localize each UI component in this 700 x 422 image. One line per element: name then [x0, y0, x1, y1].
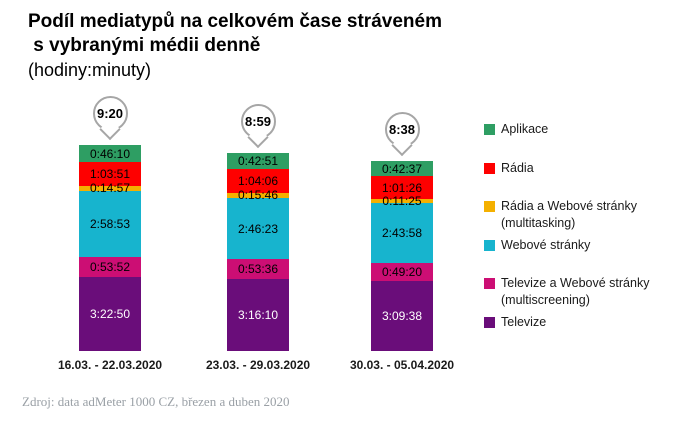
segment-value-label: 0:53:36 — [237, 262, 279, 277]
bar-column: 8:59 0:42:51 1:04:06 0:15:46 2:46:23 0:53:36 3… — [206, 104, 310, 372]
bar-column: 9:20 0:46:10 1:03:51 0:14:57 2:58:53 0:53:52 3… — [58, 96, 162, 372]
category-label: 30.03. - 05.04.2020 — [349, 358, 455, 372]
segment-value-label: 1:03:51 — [89, 166, 131, 181]
legend-label: Rádia — [501, 160, 534, 175]
legend-label: Aplikace — [501, 122, 549, 136]
legend-swatch-icon — [484, 162, 495, 174]
segment-value-label: 2:43:58 — [381, 226, 423, 241]
total-callout-bubble: 9:20 — [92, 96, 128, 132]
legend-swatch-icon — [484, 316, 495, 328]
legend-item-webove-stranky: Webové stránky — [484, 237, 649, 276]
legend-swatch-icon — [484, 239, 495, 251]
bar-segment-radia: 1:01:26 — [371, 176, 433, 199]
bar-segment-aplikace: 0:42:51 — [227, 153, 289, 169]
legend-label: Rádia a Webové stránky (multitasking) — [501, 199, 637, 230]
chart-title-line1: Podíl mediatypů na celkovém čase stráven… — [28, 11, 442, 32]
bar-segment-televize: 3:22:50 — [79, 276, 141, 351]
segment-value-label: 3:09:38 — [381, 309, 423, 324]
segment-value-label: 0:53:52 — [89, 259, 131, 274]
bar-segment-webove-stranky: 2:43:58 — [371, 203, 433, 264]
chart-title-block: Podíl mediatypů na celkovém čase stráven… — [28, 10, 442, 82]
segment-value-label: 0:46:10 — [89, 146, 131, 161]
bar-segment-radia-a-webove-stranky-multitasking: 0:15:46 — [227, 189, 289, 201]
bar-segment-televize-a-webove-stranky-multiscreening: 0:53:52 — [79, 256, 141, 277]
segment-value-label: 3:22:50 — [89, 306, 131, 321]
segment-value-label: 1:01:26 — [381, 180, 423, 195]
legend-label: Televize — [501, 314, 547, 329]
segment-value-label: 0:11:25 — [382, 194, 422, 209]
bar-segment-webove-stranky: 2:58:53 — [79, 191, 141, 257]
total-callout-bubble: 8:38 — [384, 111, 420, 147]
segment-value-label: 0:15:46 — [237, 188, 279, 203]
chart-title-line2: s vybranými médii denně — [28, 35, 261, 56]
bar-segment-televize-a-webove-stranky-multiscreening: 0:49:20 — [371, 263, 433, 282]
bar-segment-televize: 3:09:38 — [371, 281, 433, 351]
segment-value-label: 2:46:23 — [237, 221, 279, 236]
chart-subtitle: (hodiny:minuty) — [28, 60, 152, 80]
legend-label: Webové stránky — [501, 237, 591, 252]
category-label: 23.03. - 29.03.2020 — [205, 358, 311, 372]
bar-segment-radia-a-webove-stranky-multitasking: 0:14:57 — [79, 182, 141, 194]
legend-label: Televize a Webové stránky (multiscreening… — [501, 276, 650, 307]
bars-area: 9:20 0:46:10 1:03:51 0:14:57 2:58:53 0:53:52 3… — [0, 0, 480, 422]
legend-swatch-icon — [484, 201, 495, 212]
legend-swatch-icon — [484, 124, 495, 135]
legend-item-aplikace: Aplikace — [484, 121, 649, 160]
bar-segment-radia: 1:03:51 — [79, 162, 141, 186]
bar-segment-televize-a-webove-stranky-multiscreening: 0:53:36 — [227, 259, 289, 280]
legend-swatch-icon — [484, 278, 495, 289]
total-callout-bubble: 8:59 — [240, 104, 276, 140]
segment-value-label: 1:04:06 — [237, 173, 279, 188]
bar-segment-radia-a-webove-stranky-multitasking: 0:11:25 — [371, 195, 433, 207]
bar-segment-televize: 3:16:10 — [227, 279, 289, 351]
bar-segment-aplikace: 0:42:37 — [371, 160, 433, 177]
segment-value-label: 3:16:10 — [237, 308, 279, 322]
segment-value-label: 2:58:53 — [89, 216, 131, 231]
segment-value-label: 0:14:57 — [89, 181, 131, 196]
bar-segment-radia: 1:04:06 — [227, 169, 289, 193]
legend-item-televize-a-webove-stranky-multiscreening: Televize a Webové stránky (multiscreening… — [484, 275, 649, 314]
total-value: 8:38 — [388, 121, 416, 137]
bar-segment-webove-stranky: 2:46:23 — [227, 198, 289, 260]
legend: Aplikace Rádia Rádia a Webové stránky (mult… — [484, 121, 649, 352]
bar-segment-aplikace: 0:46:10 — [79, 145, 141, 163]
legend-item-televize: Televize — [484, 314, 649, 353]
total-value: 8:59 — [244, 114, 272, 130]
legend-item-radia-a-webove-stranky-multitasking: Rádia a Webové stránky (multitasking) — [484, 198, 649, 237]
category-label: 16.03. - 22.03.2020 — [57, 358, 163, 372]
segment-value-label: 0:49:20 — [381, 265, 423, 280]
total-value: 9:20 — [96, 106, 124, 122]
source-note: Zdroj: data adMeter 1000 CZ, březen a du… — [22, 394, 290, 409]
segment-value-label: 0:42:37 — [381, 161, 423, 176]
segment-value-label: 0:42:51 — [237, 154, 279, 169]
bar-column: 8:38 0:42:37 1:01:26 0:11:25 2:43:58 0:49:20 3… — [350, 111, 454, 372]
legend-item-radia: Rádia — [484, 160, 649, 199]
